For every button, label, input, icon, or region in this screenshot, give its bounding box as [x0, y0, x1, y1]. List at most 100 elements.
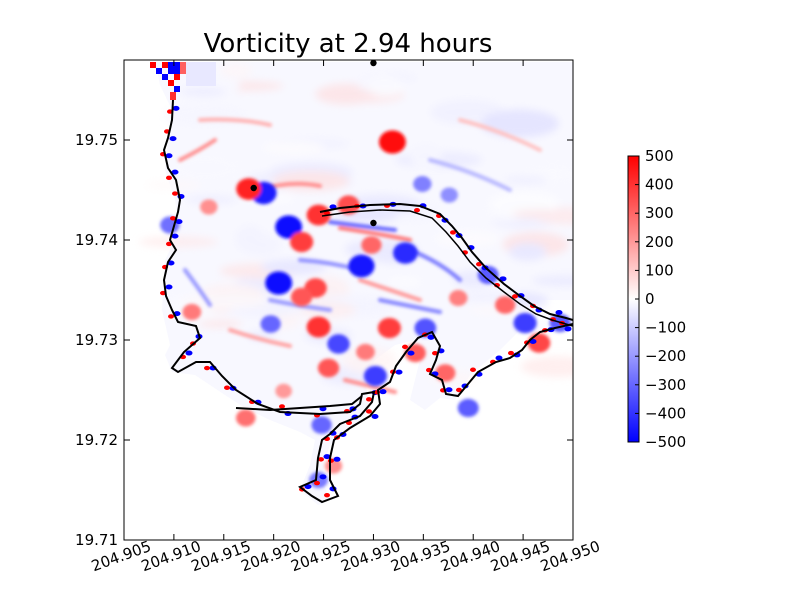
shear-speck-positive: [170, 216, 176, 221]
shear-speck-positive: [402, 344, 408, 350]
vorticity-eddy: [393, 242, 418, 264]
shear-speck-negative: [379, 389, 387, 395]
background-patch: [199, 211, 228, 235]
colorbar-tick-label: −300: [645, 376, 686, 394]
colorbar-tick-label: −200: [645, 347, 686, 365]
vorticity-eddy: [327, 334, 350, 354]
vorticity-eddy: [317, 358, 340, 378]
background-patch: [186, 195, 238, 204]
vorticity-eddy: [236, 178, 262, 200]
background-patch: [198, 319, 242, 329]
vorticity-streak: [338, 226, 412, 242]
marker-point: [250, 184, 257, 192]
background-patch: [367, 78, 405, 96]
shear-speck-negative: [555, 310, 563, 316]
colorbar-tick-label: −100: [645, 319, 686, 337]
vorticity-eddy: [182, 303, 202, 321]
vorticity-streak: [228, 328, 292, 348]
colorbar-tick-label: 0: [645, 290, 655, 308]
shear-speck-negative: [495, 355, 503, 361]
vorticity-eddy: [361, 236, 382, 254]
shear-speck-negative: [169, 136, 177, 142]
vorticity-eddy: [275, 215, 303, 239]
vorticity-streaks: [178, 117, 542, 394]
background-patch: [262, 141, 325, 154]
vorticity-eddy: [363, 365, 388, 387]
vorticity-streak: [458, 118, 542, 152]
shear-speck-positive: [508, 350, 514, 356]
shear-speck-positive: [166, 175, 172, 181]
vorticity-eddy: [337, 195, 360, 215]
shear-speck-positive: [324, 492, 330, 498]
vorticity-eddy: [435, 364, 456, 382]
vorticity-eddy: [457, 398, 479, 418]
chart-title: Vorticity at 2.94 hours: [204, 29, 493, 59]
y-tick-label: 19.75: [75, 131, 118, 149]
shear-speck-positive: [279, 404, 285, 409]
background-patch: [180, 87, 227, 97]
shear-speck-negative: [165, 284, 173, 290]
vorticity-streak: [343, 378, 397, 394]
vorticity-eddy: [235, 409, 256, 427]
vorticity-eddy: [309, 471, 328, 489]
vorticity-eddy: [378, 130, 406, 154]
colorbar-tick-label: −400: [645, 404, 686, 422]
shear-speck-positive: [456, 387, 462, 393]
background-patch: [171, 154, 240, 182]
vorticity-eddy: [290, 287, 313, 307]
background-patch: [235, 225, 265, 253]
background-patch: [508, 243, 547, 261]
shear-speck-negative: [185, 350, 193, 356]
shear-speck-negative: [445, 387, 453, 393]
vorticity-streak: [183, 268, 212, 307]
shear-speck-negative: [319, 474, 327, 480]
colorbar: 500 400 300 200 100 0 −100 −200 −300 −400 −500: [627, 147, 686, 451]
shear-speck-negative: [371, 414, 379, 420]
shear-speck-positive: [450, 230, 456, 235]
colorbar-tick-label: 500: [645, 147, 674, 165]
shear-speck-negative: [427, 334, 435, 340]
colorbar-tick-label: 200: [645, 233, 674, 251]
harbor-wall: [235, 395, 363, 412]
background-patch: [139, 236, 218, 248]
shear-speck-negative: [172, 105, 180, 111]
plot-area: [124, 60, 573, 540]
background-patch: [520, 356, 573, 377]
shear-speck-negative: [165, 153, 173, 159]
background-patch: [504, 175, 547, 185]
shear-speck-negative: [304, 484, 312, 490]
colorbar-tick-label: 400: [645, 176, 674, 194]
vorticity-eddy: [377, 317, 402, 339]
vorticity-eddy: [356, 343, 375, 361]
reef-line: [319, 202, 573, 321]
background-patch: [261, 259, 327, 275]
y-tick-label: 19.72: [75, 431, 118, 449]
vorticity-streak: [378, 298, 442, 314]
shear-speck-positive: [318, 457, 324, 462]
shear-speck-negative: [333, 456, 341, 462]
shear-speck-positive: [168, 314, 174, 319]
shear-speck-positive: [324, 210, 330, 216]
background-patch: [480, 109, 559, 138]
plot-frame: [123, 59, 574, 541]
vorticity-streak: [198, 117, 272, 127]
background-patch: [180, 294, 267, 309]
boundary-artifact-block: [150, 62, 216, 100]
vorticity-streak: [358, 278, 422, 302]
shear-speck-positive: [224, 385, 230, 390]
vorticity-eddy: [306, 204, 331, 226]
vorticity-eddies: [160, 130, 571, 489]
background-patch: [409, 142, 442, 169]
shear-speck-negative: [171, 233, 179, 239]
shear-speck-positive: [314, 480, 320, 486]
shear-speck-positive: [432, 350, 438, 356]
vorticity-streak: [328, 220, 397, 232]
y-tick-label: 19.74: [75, 231, 118, 249]
shear-speck-negative: [395, 369, 403, 375]
shear-speck-positive: [366, 409, 372, 414]
shear-speck-negative: [499, 276, 507, 282]
shear-speck-positive: [366, 397, 372, 402]
background-patch: [219, 62, 253, 79]
vorticity-eddy: [265, 271, 293, 295]
shear-speck-negative: [323, 454, 331, 460]
